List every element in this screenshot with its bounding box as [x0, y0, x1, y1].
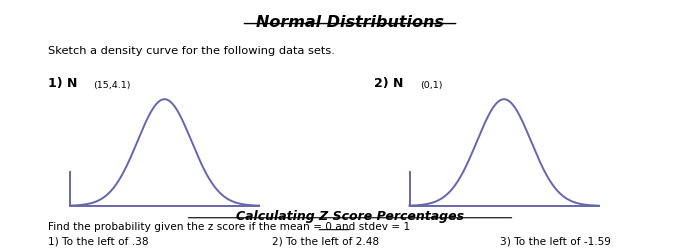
Text: Sketch a density curve for the following data sets.: Sketch a density curve for the following…: [48, 46, 335, 56]
Text: Normal Distributions: Normal Distributions: [256, 15, 444, 30]
Text: 3) To the left of -1.59: 3) To the left of -1.59: [500, 237, 611, 247]
Text: (15,4.1): (15,4.1): [93, 81, 131, 90]
Text: Calculating Z Score Percentages: Calculating Z Score Percentages: [236, 210, 464, 222]
Text: (0,1): (0,1): [420, 81, 442, 90]
Text: 1) To the left of .38: 1) To the left of .38: [48, 237, 148, 247]
Text: Find the probability given the z score if the mean = 0 and stdev = 1: Find the probability given the z score i…: [48, 222, 409, 232]
Text: 1) N: 1) N: [48, 77, 77, 90]
Text: 2) N: 2) N: [374, 77, 404, 90]
Text: 2) To the left of 2.48: 2) To the left of 2.48: [272, 237, 379, 247]
